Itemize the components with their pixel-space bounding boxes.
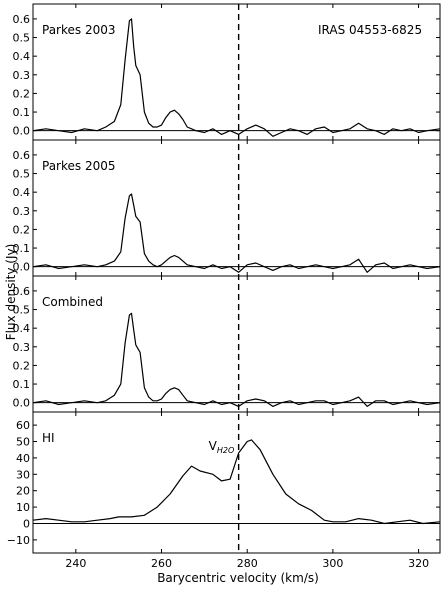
y-tick-label: 0.0	[13, 125, 31, 138]
x-tick-label: 260	[151, 557, 172, 570]
panel-parkes2005: 0.0 0.1 0.2 0.3 0.4 0.5 0.6 Parkes 2005	[13, 139, 441, 277]
y-tick-label: 20	[16, 485, 30, 498]
series-line-parkes2003	[32, 18, 441, 137]
y-tick-label: 40	[16, 452, 30, 465]
y-tick-label: 30	[16, 468, 30, 481]
y-tick-label: 0.3	[13, 341, 31, 354]
y-tick-label: 60	[16, 419, 30, 432]
y-tick-label: 0.5	[13, 304, 31, 317]
series-line-combined	[32, 312, 441, 407]
y-tick-label: 0.2	[13, 223, 31, 236]
panels-group: 0.0 0.1 0.2 0.3 0.4 0.5 0.6 Parkes 2003 IRAS 045…	[7, 3, 441, 554]
h2o-velocity-label: VH2O	[209, 439, 235, 455]
h2o-velocity-label-subscript: H2O	[217, 446, 234, 455]
panel-frame	[32, 411, 441, 554]
y-tick-label: 0.3	[13, 69, 31, 82]
y-tick-label: 0.1	[13, 106, 31, 119]
panel-combined: 0.0 0.1 0.2 0.3 0.4 0.5 0.6 Combined	[13, 275, 441, 413]
y-tick-label: 0.6	[13, 285, 31, 298]
y-tick-label: 50	[16, 436, 30, 449]
panel-parkes2003: 0.0 0.1 0.2 0.3 0.4 0.5 0.6 Parkes 2003 IRAS 045…	[13, 3, 441, 141]
panel-hi: −10 0 10 20 30 40 50 60 HI	[7, 411, 441, 554]
panel-label-parkes2005: Parkes 2005	[42, 159, 116, 173]
series-line-parkes2005	[32, 193, 441, 273]
y-tick-label: 0.3	[13, 205, 31, 218]
y-tick-label: 0.4	[13, 186, 31, 199]
y-tick-label: 0.0	[13, 397, 31, 410]
x-axis-title: Barycentric velocity (km/s)	[157, 571, 319, 585]
y-tick-label: 0.5	[13, 32, 31, 45]
y-tick-label: 0.4	[13, 50, 31, 63]
source-name-label: IRAS 04553-6825	[318, 23, 422, 37]
x-tick-label: 280	[237, 557, 258, 570]
y-axis-title: Flux density (Jy)	[4, 244, 18, 341]
y-tick-label: 0.6	[13, 149, 31, 162]
series-line-hi	[32, 439, 441, 525]
y-tick-label: −10	[7, 534, 30, 547]
h2o-velocity-label-main: V	[209, 439, 218, 453]
x-axis-tick-labels: 240 260 280 300 320	[65, 557, 429, 570]
panel-label-combined: Combined	[42, 295, 103, 309]
y-tick-label: 0.1	[13, 378, 31, 391]
x-tick-label: 320	[408, 557, 429, 570]
y-tick-label: 0.4	[13, 322, 31, 335]
panel-label-hi: HI	[42, 431, 55, 445]
x-tick-label: 300	[322, 557, 343, 570]
y-tick-label: 10	[16, 501, 30, 514]
y-tick-label: 0.2	[13, 359, 31, 372]
y-tick-label: 0.0	[13, 261, 31, 274]
y-tick-label: 0.6	[13, 13, 31, 26]
y-tick-label: 0.5	[13, 168, 31, 181]
y-tick-label: 0.1	[13, 242, 31, 255]
panel-label-parkes2003: Parkes 2003	[42, 23, 116, 37]
x-tick-label: 240	[65, 557, 86, 570]
y-tick-label: 0	[23, 517, 30, 530]
y-tick-label: 0.2	[13, 87, 31, 100]
